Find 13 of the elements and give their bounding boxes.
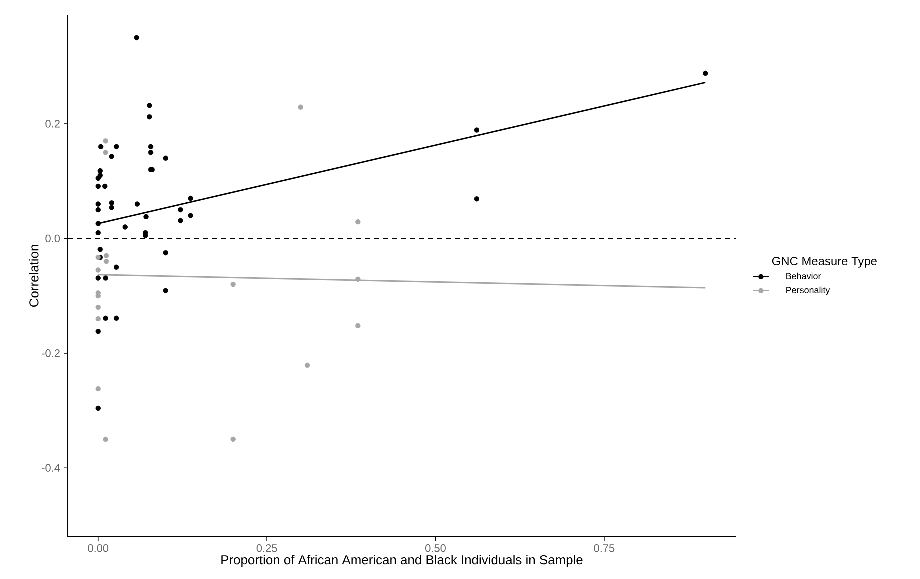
y-tick-label: -0.4 bbox=[42, 464, 60, 472]
x-tick-label: 0.50 bbox=[426, 544, 446, 552]
x-tick-label: 0.25 bbox=[256, 544, 278, 552]
y-tick-label: 0.0 bbox=[46, 234, 60, 243]
legend-title: GNC Measure Type bbox=[772, 257, 877, 268]
legend-label: Behavior bbox=[786, 272, 822, 280]
x-tick-label: 0.75 bbox=[594, 544, 615, 552]
y-tick-label: 0.2 bbox=[46, 120, 60, 128]
y-tick-label: -0.2 bbox=[42, 350, 60, 358]
y-axis-title: Correlation bbox=[29, 245, 39, 307]
x-tick-label: 0.00 bbox=[88, 544, 109, 552]
legend-label: Personality bbox=[786, 286, 830, 296]
x-axis-title: Proportion of African American and Black Individuals in Sample bbox=[222, 555, 583, 568]
